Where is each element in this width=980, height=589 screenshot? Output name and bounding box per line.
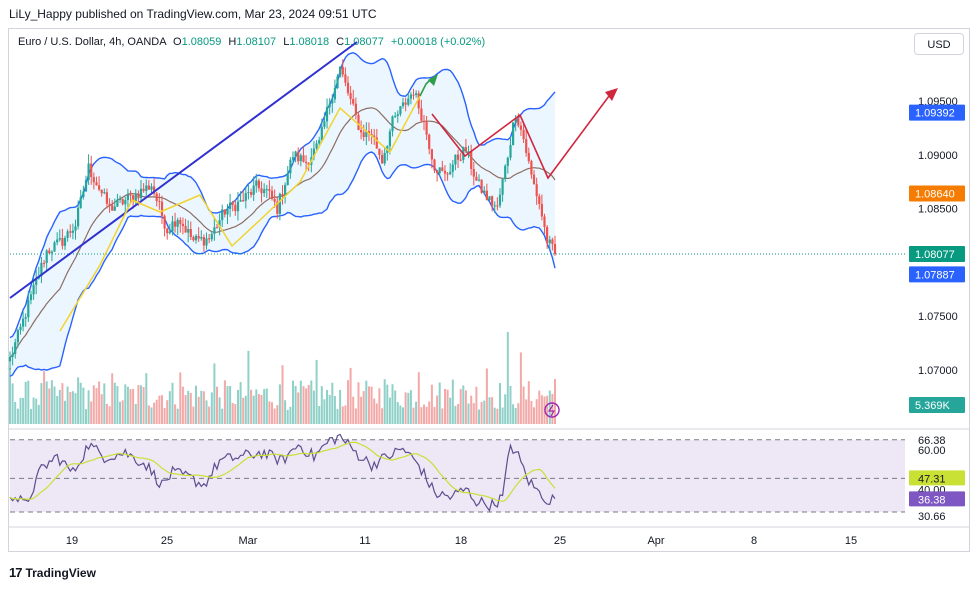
change-value: +0.00018 (+0.02%)	[390, 36, 486, 48]
tradingview-logo[interactable]: 17 TradingView	[9, 565, 96, 580]
close-value: 1.08077	[344, 36, 384, 48]
symbol-title[interactable]: Euro / U.S. Dollar, 4h, OANDA	[18, 36, 166, 48]
open-value: 1.08059	[181, 36, 222, 48]
close-label: C	[336, 36, 345, 48]
currency-button[interactable]: USD	[914, 33, 964, 55]
symbol-legend: Euro / U.S. Dollar, 4h, OANDA O1.08059 H…	[18, 36, 485, 48]
publisher-caption: LiLy_Happy published on TradingView.com,…	[9, 7, 377, 21]
chart-frame	[8, 28, 970, 552]
open-label: O	[173, 36, 182, 48]
high-value: 1.08107	[236, 36, 277, 48]
low-value: 1.08018	[289, 36, 330, 48]
tradingview-icon: 17	[9, 565, 23, 580]
tradingview-logo-text: TradingView	[25, 565, 96, 580]
